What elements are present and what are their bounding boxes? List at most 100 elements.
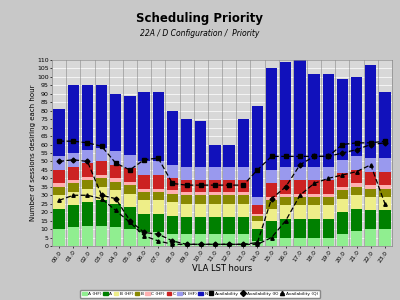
Bar — [379, 188, 390, 197]
Bar — [294, 180, 306, 194]
Bar — [138, 92, 150, 161]
Bar — [209, 234, 220, 246]
Bar — [167, 190, 178, 194]
Bar — [138, 175, 150, 188]
Bar — [152, 161, 164, 175]
Bar — [96, 226, 107, 246]
Bar — [322, 206, 334, 219]
Bar — [96, 178, 107, 187]
Bar — [252, 206, 263, 214]
Bar — [322, 74, 334, 166]
Bar — [54, 170, 65, 183]
Bar — [308, 180, 320, 194]
Bar — [224, 192, 235, 195]
Bar — [280, 194, 292, 197]
Bar — [322, 219, 334, 238]
Bar — [110, 190, 122, 204]
Bar — [209, 192, 220, 195]
Bar — [365, 185, 376, 188]
Bar — [138, 161, 150, 175]
Bar — [294, 219, 306, 238]
Bar — [124, 207, 136, 229]
Bar — [167, 165, 178, 178]
Bar — [152, 92, 164, 161]
Bar — [82, 85, 93, 150]
Bar — [82, 177, 93, 180]
Bar — [96, 85, 107, 148]
Bar — [308, 194, 320, 197]
Bar — [68, 227, 79, 246]
Bar — [82, 188, 93, 202]
Bar — [294, 238, 306, 246]
Bar — [152, 175, 164, 188]
Bar — [209, 167, 220, 180]
Bar — [322, 197, 334, 206]
Bar — [337, 212, 348, 234]
Bar — [322, 194, 334, 197]
Bar — [238, 195, 249, 204]
Bar — [195, 167, 206, 180]
Bar — [124, 194, 136, 207]
Bar — [82, 180, 93, 188]
Bar — [195, 180, 206, 192]
Bar — [379, 92, 390, 158]
Bar — [110, 178, 122, 182]
Bar — [224, 195, 235, 204]
Bar — [181, 217, 192, 234]
Bar — [110, 94, 122, 151]
Bar — [280, 180, 292, 194]
Bar — [96, 200, 107, 226]
Bar — [224, 167, 235, 180]
Bar — [181, 119, 192, 166]
Bar — [167, 202, 178, 216]
Bar — [68, 167, 79, 180]
Bar — [238, 119, 249, 166]
Text: 22A / D Configuration /  Priority: 22A / D Configuration / Priority — [140, 28, 260, 38]
Bar — [54, 209, 65, 229]
Bar — [379, 197, 390, 211]
Bar — [379, 229, 390, 246]
Bar — [266, 170, 277, 183]
Bar — [68, 180, 79, 183]
Bar — [351, 231, 362, 246]
Bar — [322, 238, 334, 246]
Bar — [379, 172, 390, 185]
Bar — [266, 209, 277, 220]
Bar — [252, 214, 263, 216]
Bar — [54, 229, 65, 246]
Bar — [365, 172, 376, 185]
Bar — [110, 227, 122, 246]
Bar — [209, 145, 220, 166]
Bar — [138, 188, 150, 192]
Bar — [96, 148, 107, 161]
Bar — [280, 167, 292, 180]
Bar — [68, 206, 79, 227]
Bar — [167, 194, 178, 202]
Bar — [124, 95, 136, 155]
Bar — [337, 199, 348, 212]
Legend: A (HF), A, B (HF), B, C (HF), C, N (HF), N, Availability, Availability (K), Avai: A (HF), A, B (HF), B, C (HF), C, N (HF),… — [80, 290, 320, 298]
Bar — [365, 211, 376, 229]
Bar — [152, 188, 164, 192]
Bar — [308, 206, 320, 219]
Bar — [96, 161, 107, 175]
Bar — [195, 234, 206, 246]
Bar — [351, 195, 362, 209]
Bar — [167, 178, 178, 190]
Bar — [138, 192, 150, 200]
Bar — [167, 111, 178, 165]
Bar — [337, 234, 348, 246]
Bar — [238, 217, 249, 234]
Bar — [322, 167, 334, 180]
Bar — [294, 197, 306, 206]
Bar — [82, 150, 93, 163]
Bar — [181, 167, 192, 180]
Bar — [68, 192, 79, 206]
Bar — [224, 180, 235, 192]
Bar — [224, 204, 235, 217]
Bar — [54, 187, 65, 195]
Bar — [238, 167, 249, 180]
Bar — [337, 160, 348, 173]
Bar — [238, 192, 249, 195]
X-axis label: VLA LST hours: VLA LST hours — [192, 265, 252, 274]
